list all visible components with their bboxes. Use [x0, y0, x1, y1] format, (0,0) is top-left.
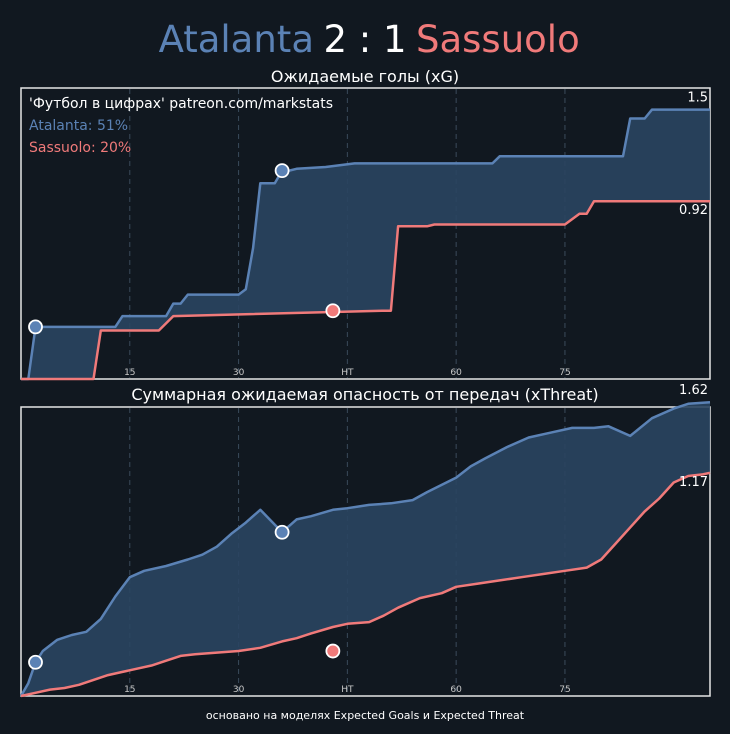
- xg-chart-title: Ожидаемые голы (xG): [271, 67, 459, 86]
- xthreat-chart-title: Суммарная ожидаемая опасность от передач…: [131, 385, 598, 404]
- xthreat-goal-marker-atalanta-2: [274, 524, 290, 540]
- xg-difference-band: [21, 109, 710, 379]
- xg-goal-marker-atalanta-2: [274, 163, 290, 179]
- xg-x-tick-60: 60: [450, 368, 462, 378]
- xg-x-tick-75: 75: [559, 368, 570, 378]
- xthreat-goal-marker-sassuolo-1: [325, 643, 341, 659]
- xthreat-x-tick-30: 30: [233, 685, 245, 695]
- xg-source-note: 'Футбол в цифрах' patreon.com/markstats: [29, 96, 333, 112]
- xg-final-value-atalanta: 1.5: [687, 91, 708, 106]
- xthreat-x-tick-60: 60: [450, 685, 462, 695]
- xg-goal-marker-atalanta-1: [28, 319, 43, 335]
- away-team-name: Sassuolo: [416, 18, 580, 61]
- match-score: 2 : 1: [323, 18, 406, 61]
- xg-chart-panel: [20, 87, 711, 380]
- xthreat-final-value-sassuolo: 1.17: [679, 475, 708, 490]
- xthreat-x-tick-15: 15: [124, 685, 135, 695]
- footer-note: основано на моделях Expected Goals и Exp…: [206, 709, 525, 722]
- xthreat-line-sassuolo: [20, 471, 711, 698]
- xg-legend-atalanta: Atalanta: 51%: [29, 118, 128, 134]
- xg-line-atalanta: [21, 108, 710, 381]
- xg-goal-marker-sassuolo-1: [325, 303, 341, 319]
- xg-x-tick-30: 30: [233, 368, 245, 378]
- xg-final-value-sassuolo: 0.92: [679, 203, 708, 218]
- xthreat-chart-plot: 15 30 HT 60 75 1.62 1.17: [19, 383, 711, 698]
- xg-chart-plot: 15 30 HT 60 75 1.5 0.92: [21, 89, 710, 381]
- xthreat-chart-panel: [20, 406, 711, 697]
- xg-x-tick-ht: HT: [341, 368, 354, 378]
- xg-legend-sassuolo: Sassuolo: 20%: [29, 140, 131, 156]
- xg-x-tick-15: 15: [124, 368, 135, 378]
- xthreat-line-atalanta: [19, 400, 711, 697]
- xthreat-x-tick-ht: HT: [341, 685, 354, 695]
- home-team-name: Atalanta: [159, 18, 314, 61]
- xg-line-sassuolo: [21, 199, 710, 381]
- xthreat-x-tick-75: 75: [559, 685, 570, 695]
- xthreat-goal-marker-atalanta-1: [28, 654, 43, 670]
- xthreat-final-value-atalanta: 1.62: [679, 383, 708, 398]
- xthreat-difference-band: [21, 402, 710, 696]
